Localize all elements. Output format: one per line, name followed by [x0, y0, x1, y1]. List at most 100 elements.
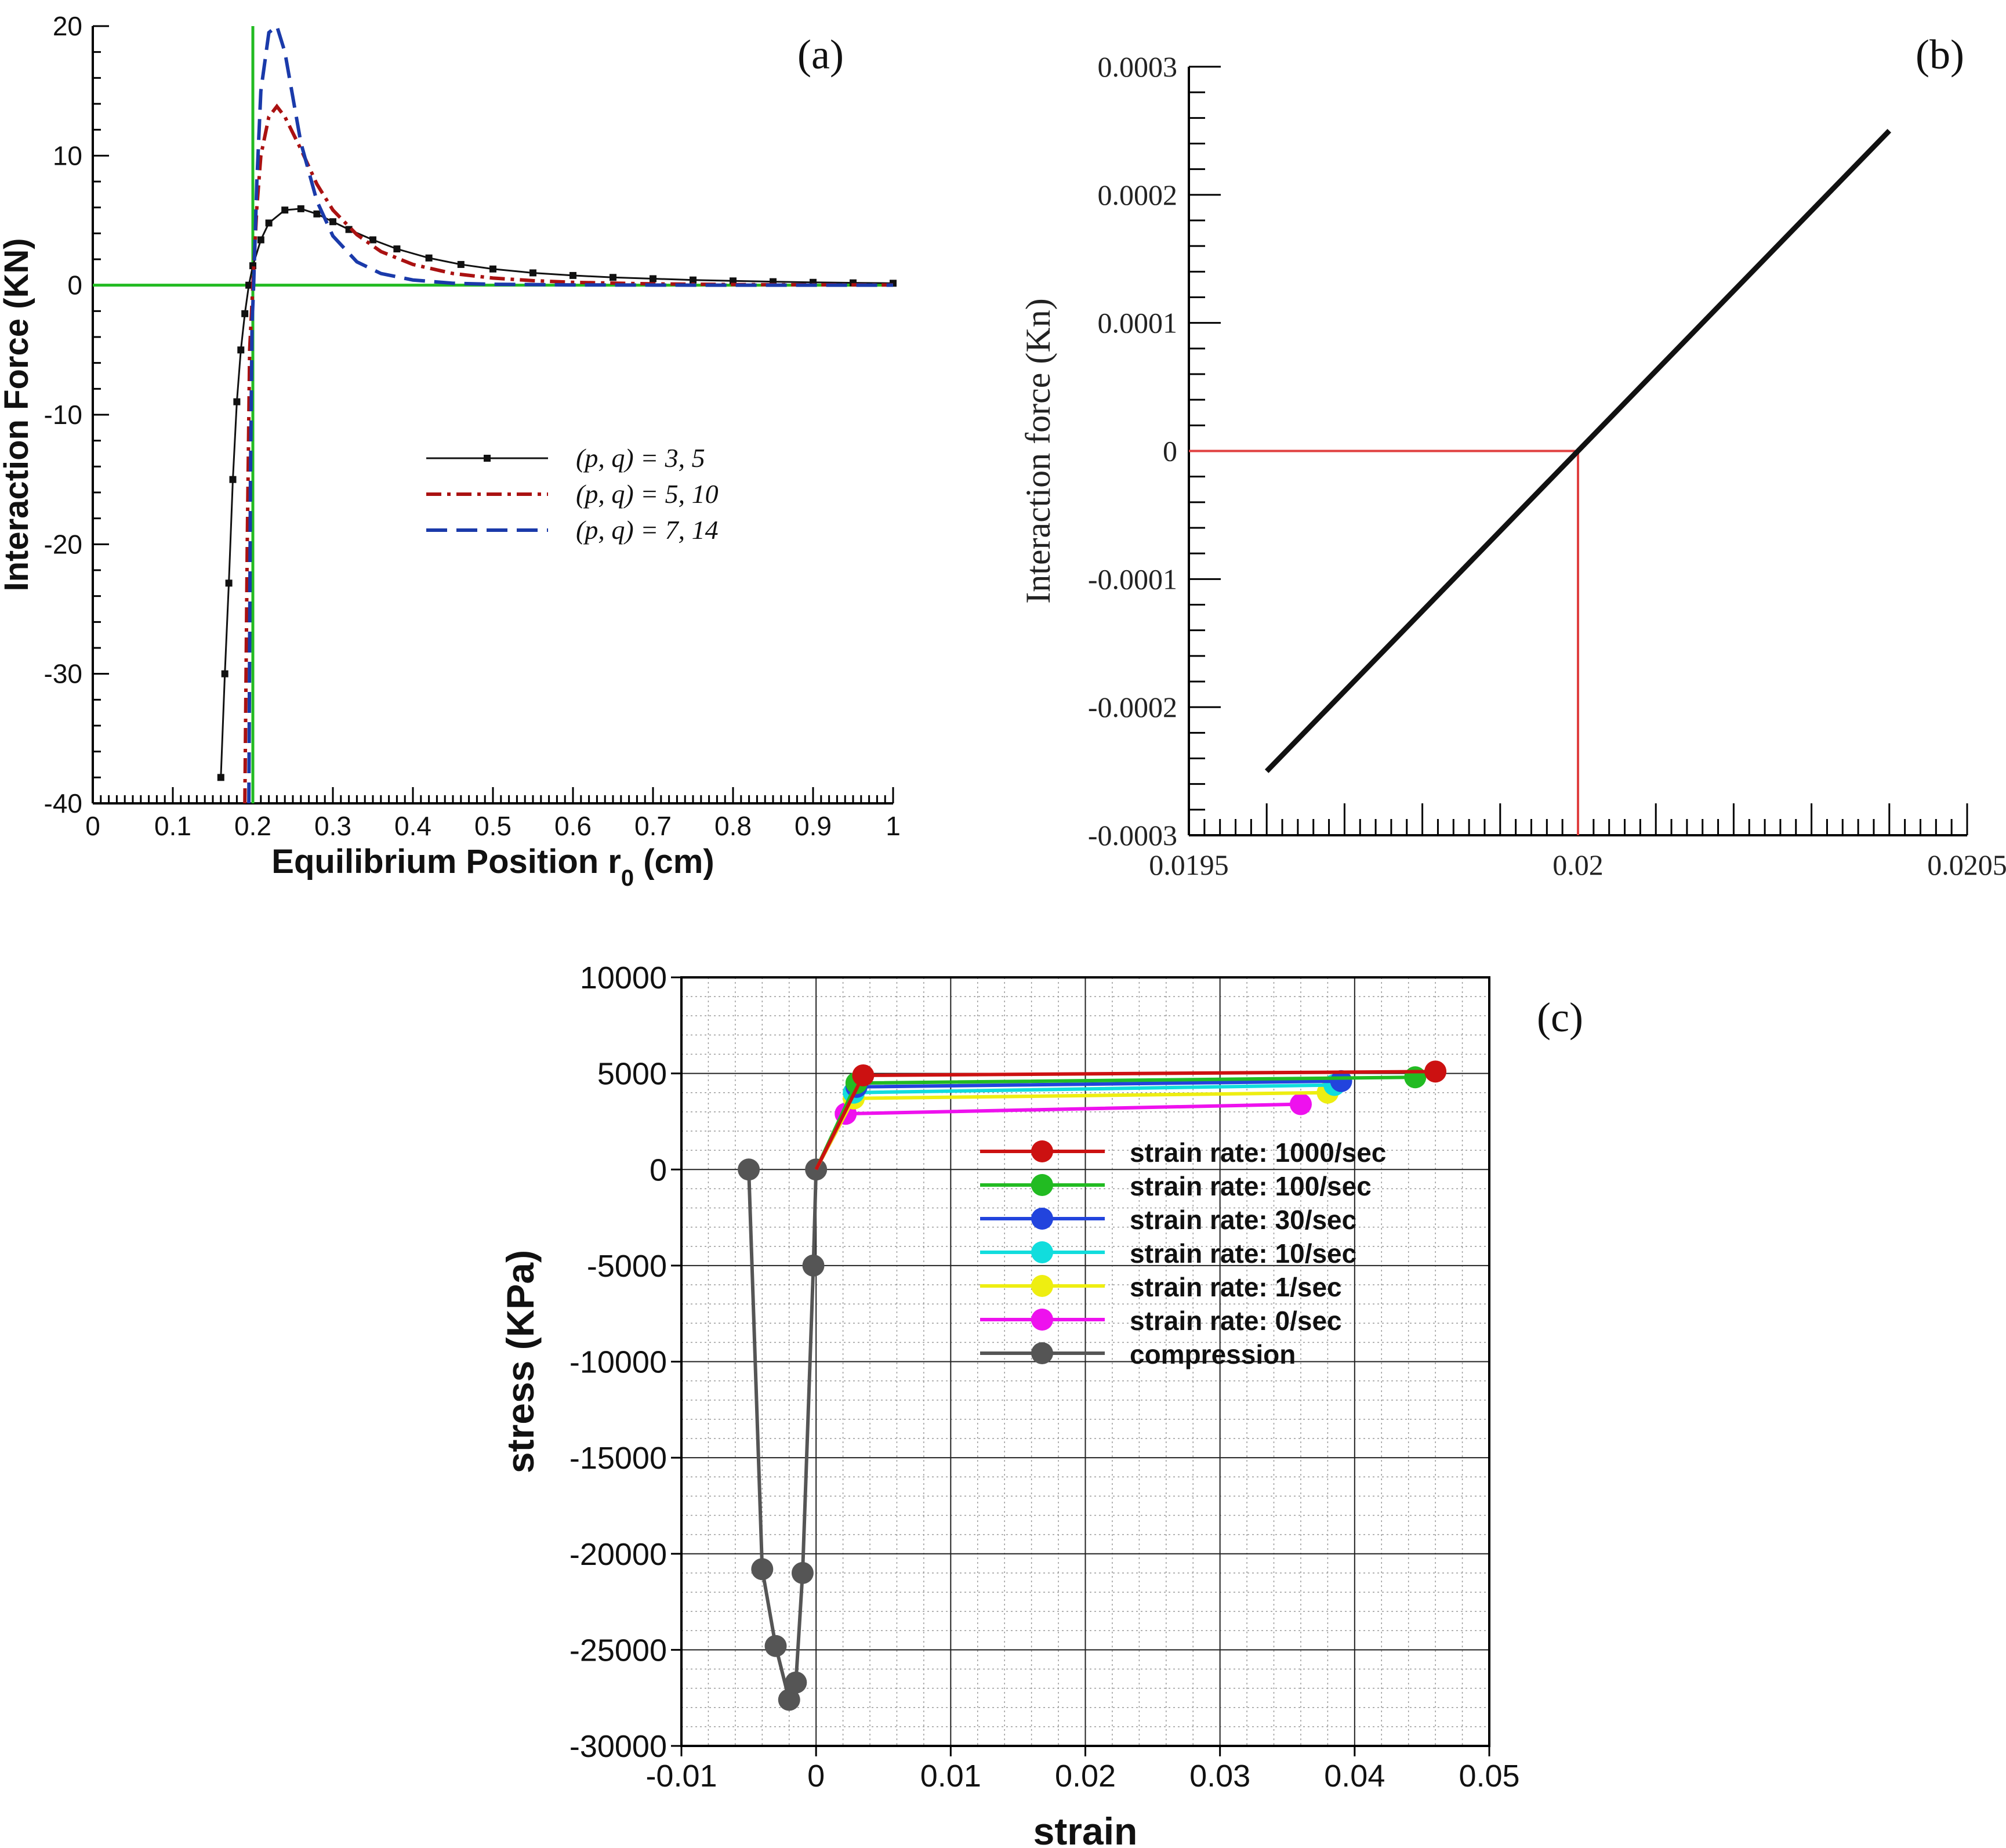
chart-c-y-tick-label: 10000	[580, 961, 667, 995]
chart-c-x-title: strain	[1033, 1810, 1138, 1848]
chart-b-y-title: Interaction force (Kn)	[1019, 298, 1057, 603]
chart-a-panel-label: (a)	[797, 31, 844, 78]
chart-c-series-marker	[785, 1671, 807, 1694]
chart-c-x-tick-label: 0	[807, 1759, 825, 1793]
chart-a-series-marker	[217, 774, 224, 781]
chart-a-legend-marker	[484, 455, 491, 462]
chart-a-series-marker	[345, 226, 353, 233]
chart-c-x-tick-label: 0.04	[1324, 1759, 1385, 1793]
chart-a-x-tick-label: 0.2	[234, 811, 271, 841]
chart-c-series-marker	[751, 1558, 774, 1581]
chart-a-series-marker	[257, 236, 264, 244]
chart-c-y-tick-label: -5000	[587, 1249, 667, 1284]
chart-c-y-tick-label: 5000	[597, 1057, 667, 1092]
chart-b-y-tick-label: -0.0003	[1088, 819, 1177, 851]
chart-a-y-tick-label: 0	[67, 270, 82, 300]
chart-c-legend-label: strain rate: 1/sec	[1130, 1272, 1342, 1302]
chart-a-series-marker	[297, 205, 304, 212]
chart-a-series-marker	[569, 271, 576, 279]
chart-a-x-title: Equilibrium Position r0 (cm)	[271, 843, 714, 891]
chart-c-legend-label: strain rate: 30/sec	[1130, 1205, 1356, 1235]
chart-c-legend-marker	[1031, 1241, 1053, 1263]
chart-c-series-marker	[1289, 1093, 1312, 1115]
chart-a-series-marker	[610, 274, 616, 281]
chart-a-y-tick-label: -40	[44, 788, 82, 818]
chart-a-x-tick-label: 0.8	[714, 811, 752, 841]
chart-c-legend-label: strain rate: 1000/sec	[1130, 1137, 1386, 1168]
chart-a-y-tick-label: 20	[53, 11, 82, 41]
chart-a-legend-label: (p, q) = 5, 10	[576, 479, 719, 509]
chart-a-series-marker	[369, 236, 376, 244]
chart-a-series-marker	[237, 346, 245, 354]
chart-c-y-title: stress (KPa)	[499, 1250, 542, 1473]
chart-c-legend-marker	[1031, 1275, 1053, 1297]
chart-a-x-tick-label: 0.5	[474, 811, 512, 841]
chart-c-legend-label: strain rate: 10/sec	[1130, 1238, 1356, 1269]
chart-a-series-marker	[457, 260, 465, 268]
chart-c-y-tick-label: -25000	[569, 1633, 667, 1668]
chart-b-panel-label: (b)	[1916, 31, 1964, 78]
chart-b-y-tick-label: -0.0001	[1088, 563, 1177, 595]
chart-b-x-tick-label: 0.0195	[1149, 849, 1229, 881]
chart-a-x-tick-label: 0.1	[154, 811, 191, 841]
chart-a-series-marker	[241, 310, 249, 317]
chart-a-series-line-3	[247, 23, 893, 803]
chart-c-legend-marker	[1031, 1174, 1053, 1196]
chart-a-y-tick-label: -30	[44, 659, 82, 689]
chart-b-series-line	[1264, 129, 1892, 773]
chart-b-x-tick-label: 0.02	[1552, 849, 1604, 881]
chart-a: 0 0.1 0.2 0.3 0.4 0.5 0.6 0.7 0.8 0.9 1 20 10 0 -10 -20…	[0, 11, 901, 891]
chart-b-x-tick-label: 0.0205	[1927, 849, 2006, 881]
chart-a-y-tick-label: -10	[44, 400, 82, 430]
chart-b-y-tick-label: -0.0002	[1088, 691, 1177, 723]
chart-b-y-tick-label: 0	[1163, 435, 1177, 468]
chart-a-y-tick-label: -20	[44, 529, 82, 559]
chart-a-series-marker	[730, 277, 737, 285]
chart-c-series-marker	[852, 1064, 875, 1086]
chart-a-series-marker	[393, 245, 401, 253]
chart-c-y-tick-label: 0	[650, 1153, 667, 1187]
chart-c-panel-label: (c)	[1537, 994, 1583, 1041]
chart-c-x-tick-label: -0.01	[645, 1759, 717, 1793]
chart-c-y-tick-label: -15000	[569, 1441, 667, 1476]
chart-c-y-tick-label: -30000	[569, 1729, 667, 1764]
chart-c-legend-marker	[1031, 1309, 1053, 1331]
chart-a-x-tick-label: 1	[886, 811, 901, 841]
chart-c-legend-marker	[1031, 1342, 1053, 1364]
chart-a-x-title-sub: 0	[621, 865, 634, 891]
chart-a-series-line-2	[243, 103, 893, 803]
chart-c-series-marker	[778, 1688, 800, 1711]
chart-a-x-tick-label: 0.7	[634, 811, 672, 841]
chart-a-series-line-1	[220, 208, 893, 778]
chart-a-series-marker	[529, 269, 536, 277]
chart-a-series-marker	[233, 398, 241, 405]
chart-a-series-marker	[281, 206, 289, 214]
chart-a-series-marker	[329, 218, 336, 226]
chart-b-y-tick-label: 0.0001	[1098, 307, 1178, 339]
chart-a-series-marker	[221, 670, 228, 677]
chart-c-series-marker	[1424, 1060, 1447, 1083]
chart-b: 0.0195 0.02 0.0205 0.0003 0.0002 0.0001 0 -0.00…	[1019, 31, 2006, 881]
chart-c-series-marker	[791, 1561, 814, 1584]
chart-c-y-tick-label: -20000	[569, 1537, 667, 1572]
chart-a-x-title-suffix: (cm)	[634, 843, 714, 880]
chart-c-series-marker	[802, 1254, 825, 1277]
chart-a-series-marker	[265, 219, 273, 227]
chart-a-series-marker	[489, 265, 496, 273]
chart-c-legend-label: strain rate: 100/sec	[1130, 1171, 1372, 1201]
chart-c-series-marker	[738, 1158, 760, 1181]
chart-c-legend-marker	[1031, 1208, 1053, 1230]
chart-a-x-tick-label: 0	[85, 811, 100, 841]
chart-a-legend-label: (p, q) = 7, 14	[576, 515, 719, 545]
chart-a-series-marker	[313, 210, 321, 218]
chart-a-series-marker	[425, 254, 433, 262]
chart-c-series-marker	[764, 1635, 787, 1657]
chart-b-y-tick-label: 0.0002	[1098, 179, 1178, 211]
chart-c-x-tick-label: 0.03	[1189, 1759, 1250, 1793]
chart-a-y-title: Interaction Force (KN)	[0, 238, 35, 591]
chart-a-x-tick-label: 0.6	[554, 811, 592, 841]
chart-a-series-marker	[650, 275, 656, 282]
chart-c-x-tick-label: 0.01	[920, 1759, 981, 1793]
chart-b-y-tick-label: 0.0003	[1098, 50, 1178, 83]
